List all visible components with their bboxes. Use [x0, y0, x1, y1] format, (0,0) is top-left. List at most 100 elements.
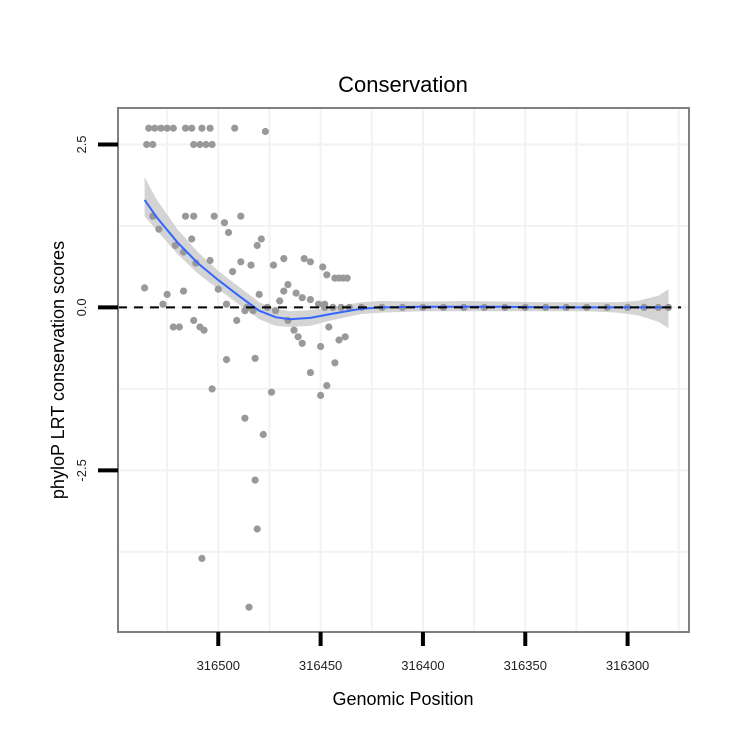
x-tick-label: 316300 — [606, 658, 649, 673]
data-point — [188, 235, 196, 243]
data-point — [315, 300, 323, 308]
data-point — [298, 339, 306, 347]
data-point — [249, 307, 257, 315]
data-point — [179, 287, 188, 295]
data-point — [323, 382, 331, 390]
data-point — [181, 124, 190, 132]
data-point — [241, 414, 249, 422]
data-point — [208, 385, 216, 393]
data-point — [331, 359, 339, 367]
data-point — [267, 388, 276, 396]
data-point — [214, 285, 222, 293]
y-tick-label: 0.0 — [74, 298, 89, 316]
data-point — [190, 316, 198, 325]
data-point — [251, 354, 259, 362]
x-axis-title: Genomic Position — [332, 689, 473, 709]
data-point — [319, 263, 327, 271]
data-point — [143, 140, 151, 149]
data-points — [141, 124, 673, 611]
data-point — [190, 140, 198, 149]
data-point — [188, 124, 196, 132]
data-point — [198, 124, 206, 132]
data-point — [220, 219, 228, 227]
x-tick-label: 316500 — [197, 658, 240, 673]
chart-title: Conservation — [338, 72, 468, 97]
data-point — [181, 212, 190, 220]
data-point — [171, 241, 179, 250]
data-point — [206, 256, 214, 265]
data-point — [253, 241, 261, 250]
data-point — [229, 268, 237, 276]
data-point — [306, 369, 314, 377]
data-point — [163, 290, 171, 298]
data-point — [245, 603, 253, 611]
y-axis-title: phyloP LRT conservation scores — [48, 241, 68, 499]
panel-border — [117, 107, 690, 633]
data-point — [247, 261, 255, 269]
data-point — [306, 296, 314, 304]
data-point — [253, 525, 261, 533]
confidence-ribbon — [144, 177, 669, 329]
data-point — [237, 258, 245, 266]
axes: 316500 316450 316400 316350 316300 2.5 0.0 -2.5 — [74, 107, 690, 673]
data-point — [343, 274, 351, 282]
data-point — [335, 336, 343, 344]
smooth-line-group — [143, 199, 669, 321]
data-point — [325, 323, 333, 331]
data-point — [198, 554, 206, 563]
data-point — [155, 225, 163, 233]
data-point — [317, 391, 325, 399]
data-point — [224, 228, 233, 237]
data-point — [169, 323, 177, 331]
x-tick-label: 316400 — [401, 658, 444, 673]
y-tick-label: 2.5 — [74, 135, 89, 153]
data-point — [261, 127, 269, 136]
data-point — [237, 212, 245, 220]
data-point — [259, 430, 267, 439]
data-point — [269, 261, 278, 269]
data-point — [141, 284, 149, 292]
data-point — [210, 212, 218, 220]
data-point — [255, 290, 263, 298]
data-point — [200, 326, 208, 334]
data-point — [241, 307, 249, 315]
data-point — [145, 124, 153, 132]
data-point — [233, 316, 241, 325]
data-point — [151, 124, 159, 132]
y-tick-label: -2.5 — [74, 459, 89, 481]
data-point — [337, 303, 345, 311]
data-point — [163, 124, 171, 132]
data-point — [323, 271, 331, 279]
data-point — [175, 323, 183, 331]
data-point — [280, 287, 288, 295]
data-point — [290, 326, 298, 334]
data-point — [251, 476, 259, 484]
data-point — [208, 140, 216, 149]
data-point — [276, 297, 284, 305]
confidence-band — [144, 177, 669, 329]
data-point — [321, 303, 329, 311]
data-point — [149, 140, 157, 149]
data-point — [169, 124, 177, 132]
data-point — [222, 356, 231, 364]
grid-lines — [118, 108, 689, 632]
data-point — [300, 255, 308, 263]
data-point — [206, 124, 214, 132]
data-point — [306, 258, 314, 266]
data-point — [222, 300, 231, 308]
x-tick-label: 316350 — [504, 658, 547, 673]
x-tick-label: 316450 — [299, 658, 342, 673]
data-point — [272, 307, 280, 315]
data-point — [280, 255, 288, 263]
data-point — [294, 333, 302, 341]
data-point — [341, 333, 349, 341]
data-point — [196, 140, 204, 149]
data-point — [190, 212, 198, 220]
data-point — [298, 294, 306, 302]
data-point — [192, 259, 200, 267]
smooth-trend-line — [143, 199, 669, 321]
data-point — [292, 289, 300, 297]
data-point — [317, 342, 325, 351]
data-point — [257, 235, 265, 243]
